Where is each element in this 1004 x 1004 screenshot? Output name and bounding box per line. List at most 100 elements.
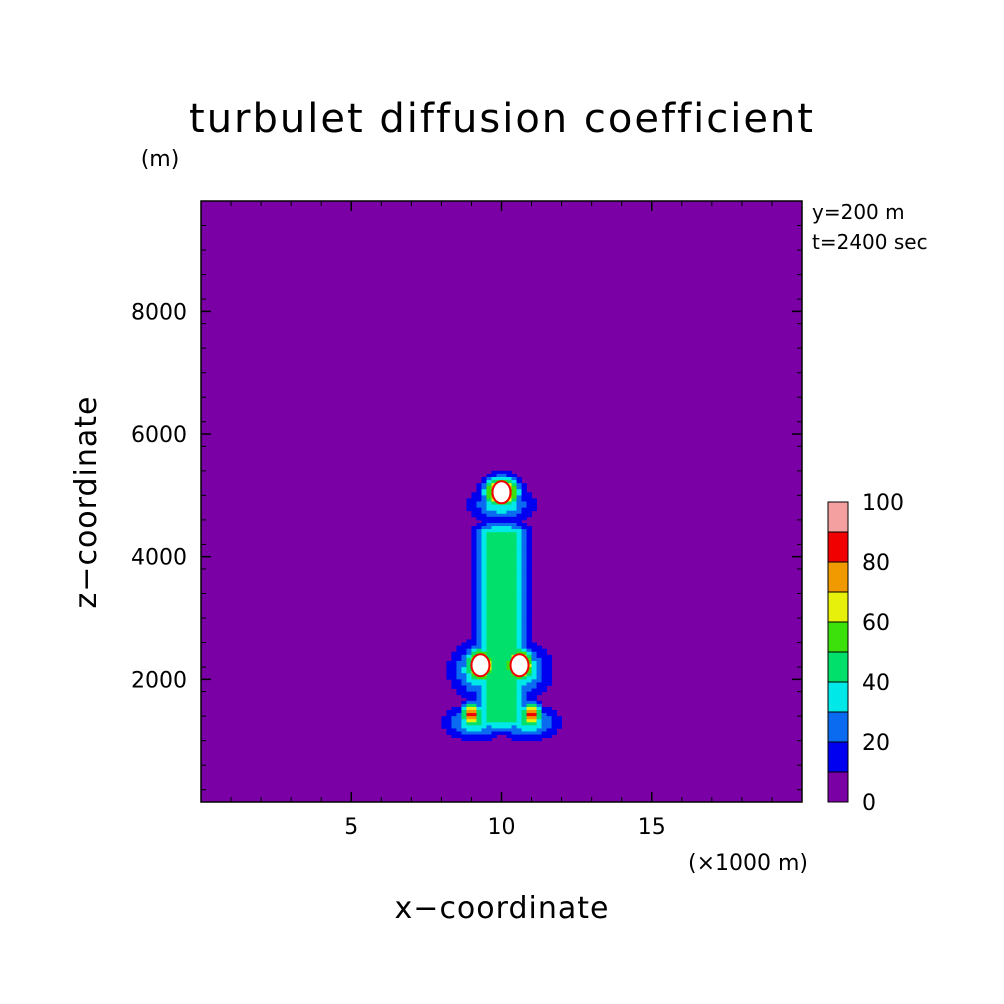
contour-cell xyxy=(541,660,547,665)
contour-cell xyxy=(476,731,482,735)
contour-cell xyxy=(521,495,527,499)
contour-cell xyxy=(511,486,517,490)
contour-cell xyxy=(526,636,532,640)
contour-cell xyxy=(481,593,487,597)
contour-cell xyxy=(476,713,482,717)
contour-cell xyxy=(511,636,517,640)
colorbar-label: 80 xyxy=(862,551,890,576)
contour-cell xyxy=(481,559,487,564)
contour-cell xyxy=(486,694,492,699)
contour-cell xyxy=(471,507,477,512)
contour-cell xyxy=(511,713,517,717)
contour-cell xyxy=(511,700,517,705)
contour-cell xyxy=(496,476,502,481)
contour-cell xyxy=(471,492,477,496)
contour-cell xyxy=(476,513,482,518)
contour-cell xyxy=(496,541,502,545)
x-unit-label: (×1000 m) xyxy=(688,851,808,876)
contour-cell xyxy=(461,654,467,659)
contour-cell xyxy=(481,584,487,588)
contour-cell xyxy=(516,584,522,588)
contour-cell xyxy=(511,728,517,732)
contour-cell xyxy=(521,584,527,588)
contour-cell xyxy=(486,513,492,518)
contour-cell xyxy=(526,710,532,714)
contour-cell xyxy=(491,694,497,699)
contour-cell xyxy=(536,737,542,742)
contour-cell xyxy=(536,719,542,723)
contour-cell xyxy=(481,516,487,521)
contour-cell xyxy=(486,630,492,634)
contour-cell xyxy=(491,657,497,662)
contour-cell xyxy=(481,639,487,643)
contour-cell xyxy=(466,716,472,720)
contour-cell xyxy=(451,706,457,711)
contour-cell xyxy=(486,725,492,729)
contour-cell xyxy=(491,568,497,573)
contour-cell xyxy=(546,728,552,732)
contour-cell xyxy=(536,673,542,677)
contour-cell xyxy=(511,737,517,742)
contour-cell xyxy=(526,703,532,708)
contour-cell xyxy=(516,522,522,527)
contour-cell xyxy=(496,725,502,729)
contour-cell xyxy=(536,728,542,732)
contour-cell xyxy=(506,621,512,625)
contour-cell xyxy=(541,676,547,680)
contour-cell xyxy=(546,731,552,735)
contour-cell xyxy=(501,657,507,662)
contour-cell xyxy=(456,710,462,714)
contour-cell xyxy=(511,716,517,720)
contour-cell xyxy=(471,553,477,558)
contour-cell xyxy=(481,568,487,573)
contour-cell xyxy=(476,618,482,622)
contour-cell xyxy=(506,639,512,643)
contour-cell xyxy=(531,706,537,711)
contour-cell xyxy=(491,538,497,542)
contour-cell xyxy=(516,713,522,717)
contour-cell xyxy=(551,731,557,735)
contour-cell xyxy=(481,513,487,518)
contour-cell xyxy=(516,608,522,613)
contour-cell xyxy=(521,590,527,594)
contour-cell xyxy=(526,685,532,689)
contour-cell xyxy=(491,703,497,708)
contour-cell xyxy=(541,706,547,711)
contour-peak-core xyxy=(470,653,491,678)
contour-cell xyxy=(516,731,522,735)
contour-cell xyxy=(546,654,552,659)
contour-cell xyxy=(486,556,492,561)
contour-cell xyxy=(461,667,467,671)
contour-cell xyxy=(461,728,467,732)
contour-cell xyxy=(526,568,532,573)
contour-cell xyxy=(511,608,517,613)
contour-cell xyxy=(501,645,507,650)
contour-cell xyxy=(536,660,542,665)
contour-cell xyxy=(496,728,502,732)
contour-cell xyxy=(511,565,517,570)
contour-cell xyxy=(501,706,507,711)
contour-cell xyxy=(501,667,507,671)
contour-cell xyxy=(471,504,477,509)
contour-cell xyxy=(521,507,527,512)
contour-cell xyxy=(521,639,527,643)
colorbar-swatch xyxy=(827,531,849,563)
contour-cell xyxy=(501,725,507,729)
contour-cell xyxy=(531,725,537,729)
contour-cell xyxy=(516,596,522,601)
contour-cell xyxy=(501,700,507,705)
contour-cell xyxy=(526,605,532,610)
contour-cell xyxy=(471,676,477,680)
contour-cell xyxy=(496,673,502,677)
contour-cell xyxy=(516,578,522,582)
contour-cell xyxy=(511,633,517,637)
contour-cell xyxy=(526,688,532,693)
contour-cell xyxy=(516,483,522,487)
contour-cell xyxy=(461,713,467,717)
contour-cell xyxy=(476,581,482,585)
contour-cell xyxy=(501,476,507,481)
contour-cell xyxy=(466,504,472,509)
contour-cell xyxy=(466,639,472,643)
contour-cell xyxy=(496,526,502,530)
contour-cell xyxy=(476,624,482,628)
